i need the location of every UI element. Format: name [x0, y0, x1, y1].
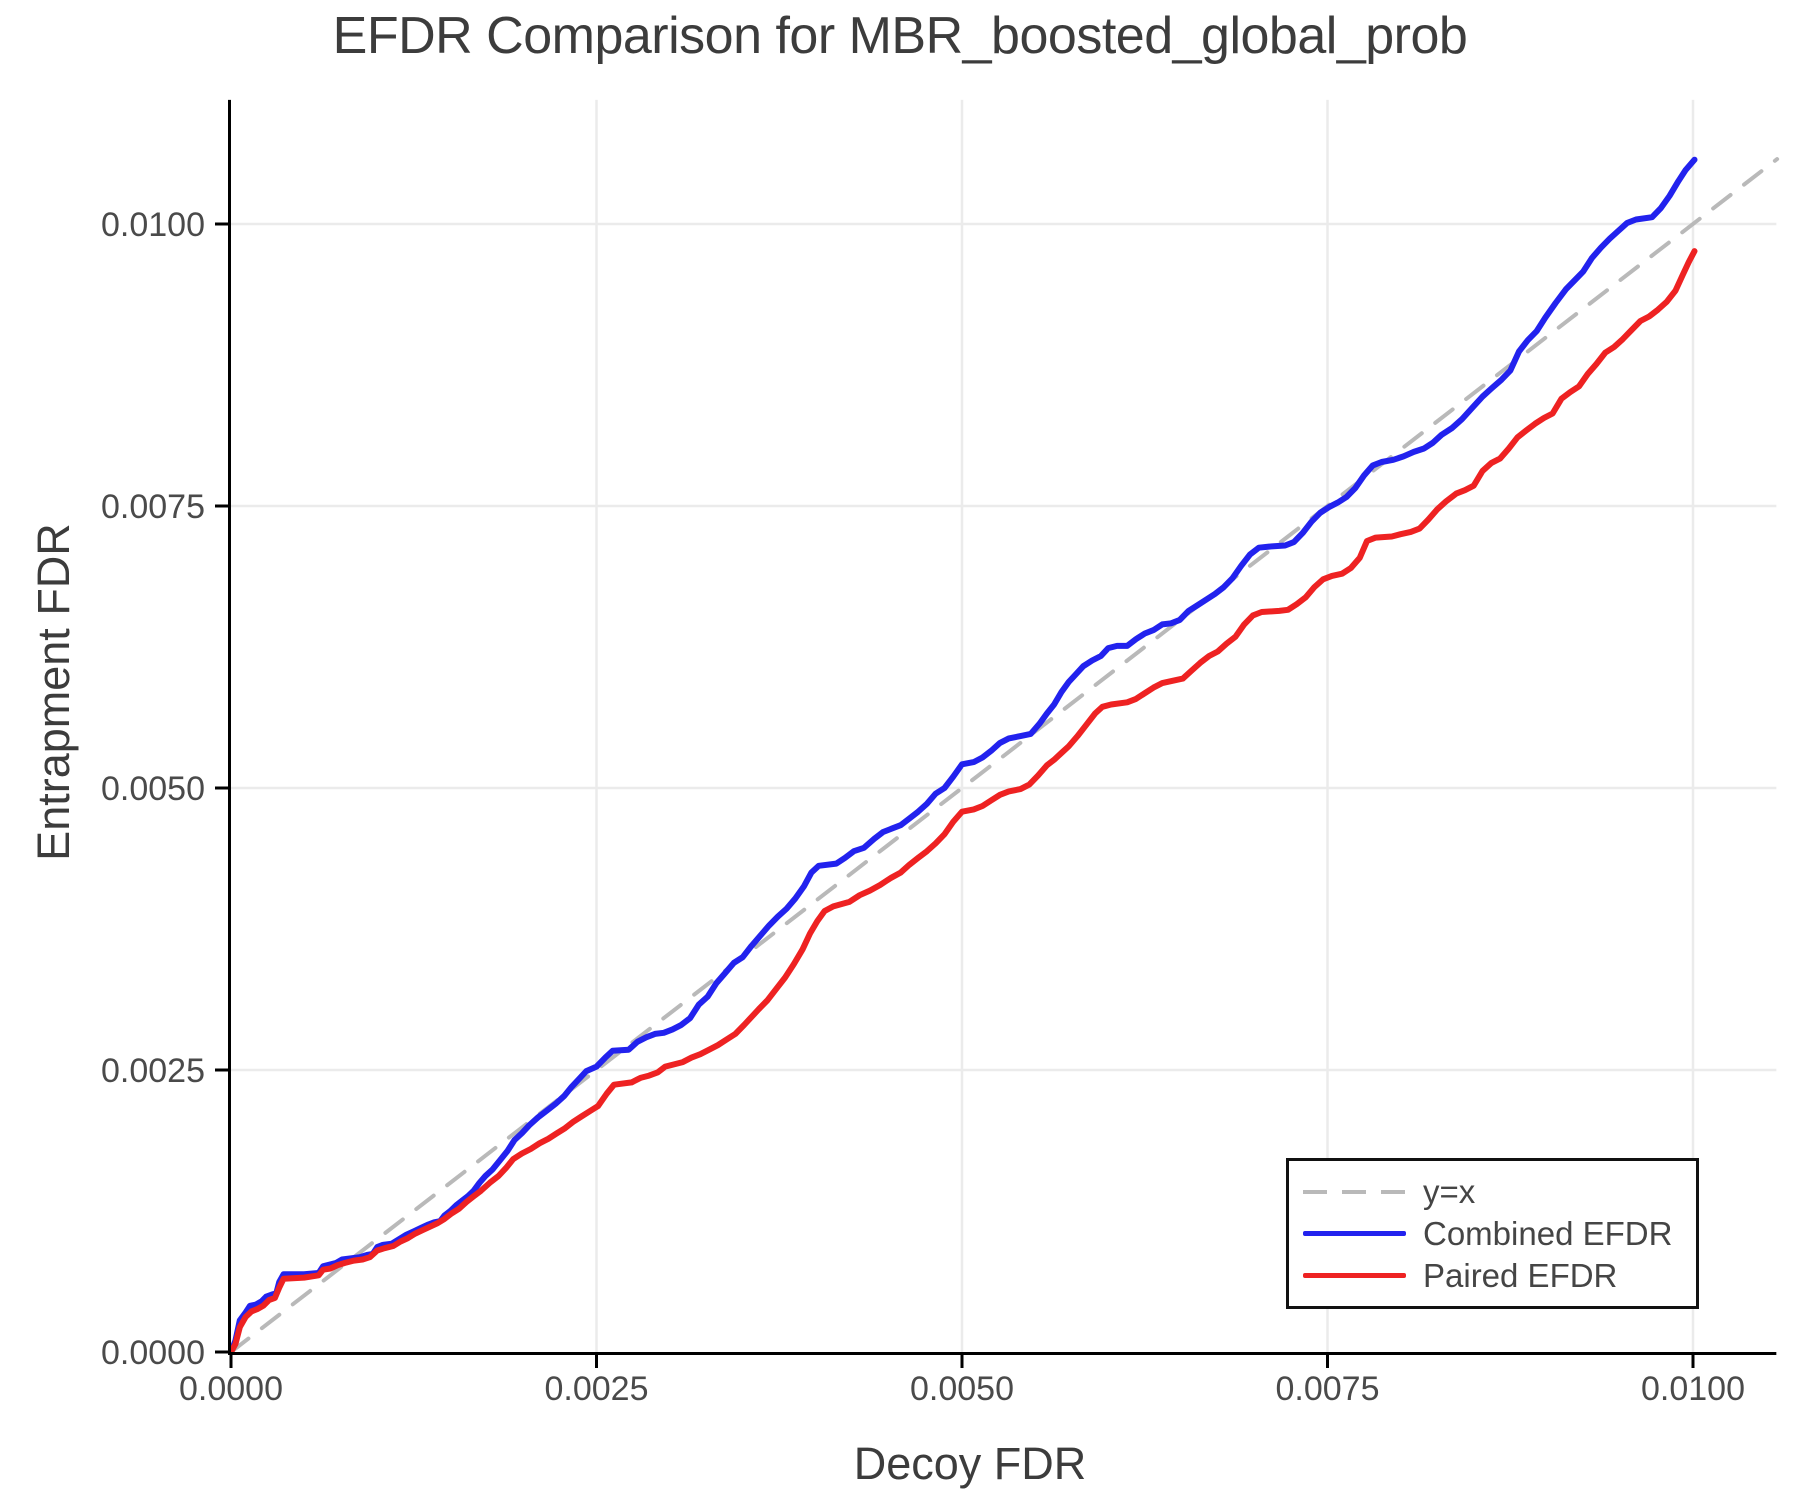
x-tick-label: 0.0025 [545, 1370, 649, 1408]
combined-efdr-line-sample [1303, 1231, 1406, 1236]
legend-label-paired-efdr: Paired EFDR [1423, 1256, 1618, 1294]
y-tick-label: 0.0100 [101, 206, 205, 244]
yx-dashed-line-sample [1303, 1189, 1406, 1194]
series-line-paired-efdr [228, 248, 1698, 1355]
y-tick-label: 0.0000 [101, 1334, 205, 1372]
legend-label-yx: y=x [1423, 1172, 1476, 1210]
x-axis-label: Decoy FDR [853, 1438, 1087, 1489]
y-axis-label: Entrapment FDR [28, 523, 79, 861]
x-tick-label: 0.0100 [1641, 1370, 1745, 1408]
chart-title: EFDR Comparison for MBR_boosted_global_p… [332, 7, 1468, 65]
x-tick-label: 0.0000 [179, 1370, 283, 1408]
x-tick-label: 0.0075 [1276, 1370, 1380, 1408]
series-line-y-x [229, 157, 1780, 1354]
y-tick-label: 0.0050 [101, 770, 205, 808]
x-tick-label: 0.0050 [910, 1370, 1014, 1408]
legend: y=x Combined EFDR Paired EFDR [1286, 1158, 1699, 1309]
legend-item-combined-efdr: Combined EFDR [1289, 1214, 1696, 1252]
paired-efdr-line-sample [1303, 1273, 1406, 1278]
legend-item-yx: y=x [1289, 1172, 1696, 1210]
y-tick-label: 0.0025 [101, 1052, 205, 1090]
legend-label-combined-efdr: Combined EFDR [1423, 1214, 1673, 1252]
y-tick-label: 0.0075 [101, 488, 205, 526]
legend-item-paired-efdr: Paired EFDR [1289, 1256, 1696, 1294]
